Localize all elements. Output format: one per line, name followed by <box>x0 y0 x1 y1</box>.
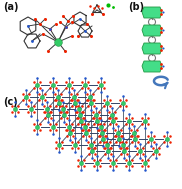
Polygon shape <box>142 43 162 54</box>
Text: (c): (c) <box>3 97 18 107</box>
Polygon shape <box>142 7 162 18</box>
Polygon shape <box>142 25 162 36</box>
Text: (b): (b) <box>128 2 144 12</box>
Text: (a): (a) <box>3 2 19 12</box>
Polygon shape <box>142 61 162 72</box>
